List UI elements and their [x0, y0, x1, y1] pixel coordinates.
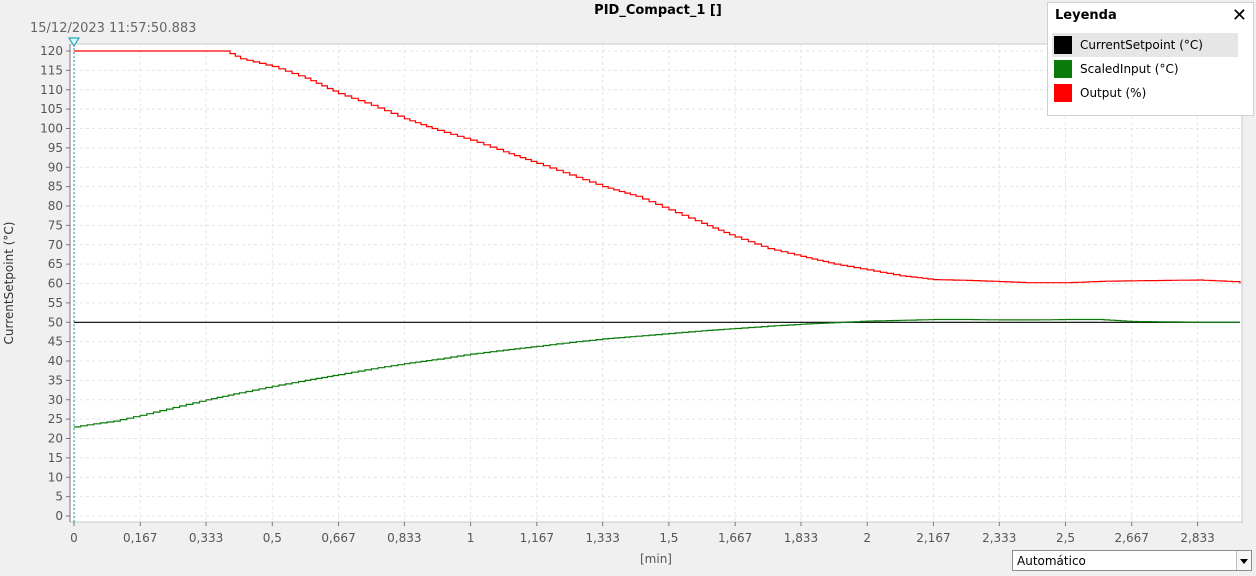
legend-swatch: [1054, 36, 1072, 54]
x-tick-label: 1,333: [585, 531, 619, 545]
y-tick-label: 70: [48, 238, 63, 252]
series-line-2[interactable]: [74, 50, 1241, 284]
x-tick-label: 2,5: [1056, 531, 1075, 545]
y-tick-label: 5: [55, 490, 63, 504]
x-tick-label: 0,667: [321, 531, 355, 545]
legend-panel: Leyenda ✕ CurrentSetpoint (°C) ScaledInp…: [1047, 2, 1254, 116]
x-axis-label: [min]: [640, 552, 672, 566]
y-tick-label: 85: [48, 180, 63, 194]
legend-item-label: CurrentSetpoint (°C): [1080, 38, 1203, 52]
y-tick-label: 40: [48, 354, 63, 368]
x-tick-label: 1,667: [718, 531, 752, 545]
x-tick-label: 0: [70, 531, 78, 545]
y-axis-label: CurrentSetpoint (°C): [2, 222, 16, 345]
y-tick-label: 95: [48, 141, 63, 155]
chevron-down-icon[interactable]: [1236, 551, 1251, 570]
grid: [73, 44, 1240, 522]
mode-dropdown[interactable]: Automático: [1012, 550, 1252, 571]
chart-title: PID_Compact_1 []: [594, 3, 722, 18]
legend-item-output[interactable]: Output (%): [1052, 81, 1238, 105]
y-tick-label: 10: [48, 470, 63, 484]
y-tick-label: 60: [48, 277, 63, 291]
axes: 0510152025303540455055606570758085909510…: [40, 44, 1215, 545]
y-tick-label: 105: [40, 102, 63, 116]
x-tick-label: 1,833: [784, 531, 818, 545]
legend-item-scaledinput[interactable]: ScaledInput (°C): [1052, 57, 1238, 81]
x-tick-label: 0,5: [263, 531, 282, 545]
y-tick-label: 25: [48, 412, 63, 426]
y-tick-label: 30: [48, 393, 63, 407]
x-tick-label: 2,333: [982, 531, 1016, 545]
x-tick-label: 1: [467, 531, 475, 545]
legend-item-label: ScaledInput (°C): [1080, 62, 1179, 76]
y-tick-label: 50: [48, 315, 63, 329]
y-tick-label: 35: [48, 373, 63, 387]
y-tick-label: 120: [40, 44, 63, 58]
x-tick-label: 2,833: [1180, 531, 1214, 545]
y-tick-label: 80: [48, 199, 63, 213]
y-tick-label: 115: [40, 63, 63, 77]
x-tick-label: 1,167: [520, 531, 554, 545]
y-tick-label: 110: [40, 83, 63, 97]
x-tick-label: 0,333: [189, 531, 223, 545]
legend-item-currentsetpoint[interactable]: CurrentSetpoint (°C): [1052, 33, 1238, 57]
x-tick-label: 1,5: [659, 531, 678, 545]
x-tick-label: 0,833: [387, 531, 421, 545]
y-tick-label: 75: [48, 218, 63, 232]
timestamp: 15/12/2023 11:57:50.883: [30, 21, 196, 36]
x-tick-label: 2,167: [916, 531, 950, 545]
y-tick-label: 55: [48, 296, 63, 310]
mode-dropdown-value: Automático: [1017, 554, 1086, 568]
y-tick-label: 20: [48, 432, 63, 446]
close-icon[interactable]: ✕: [1231, 5, 1247, 26]
y-tick-label: 65: [48, 257, 63, 271]
legend-swatch: [1054, 84, 1072, 102]
y-tick-label: 90: [48, 160, 63, 174]
legend-title: Leyenda: [1055, 8, 1117, 23]
x-tick-label: 2: [863, 531, 871, 545]
y-tick-label: 15: [48, 451, 63, 465]
y-tick-label: 45: [48, 335, 63, 349]
x-tick-label: 2,667: [1115, 531, 1149, 545]
legend-swatch: [1054, 60, 1072, 78]
cursor-marker-icon[interactable]: [67, 37, 81, 48]
series-line-1[interactable]: [74, 318, 1240, 428]
y-tick-label: 100: [40, 122, 63, 136]
x-tick-label: 0,167: [123, 531, 157, 545]
series-layer: [74, 50, 1241, 428]
legend-item-label: Output (%): [1080, 86, 1147, 100]
y-tick-label: 0: [55, 509, 63, 523]
